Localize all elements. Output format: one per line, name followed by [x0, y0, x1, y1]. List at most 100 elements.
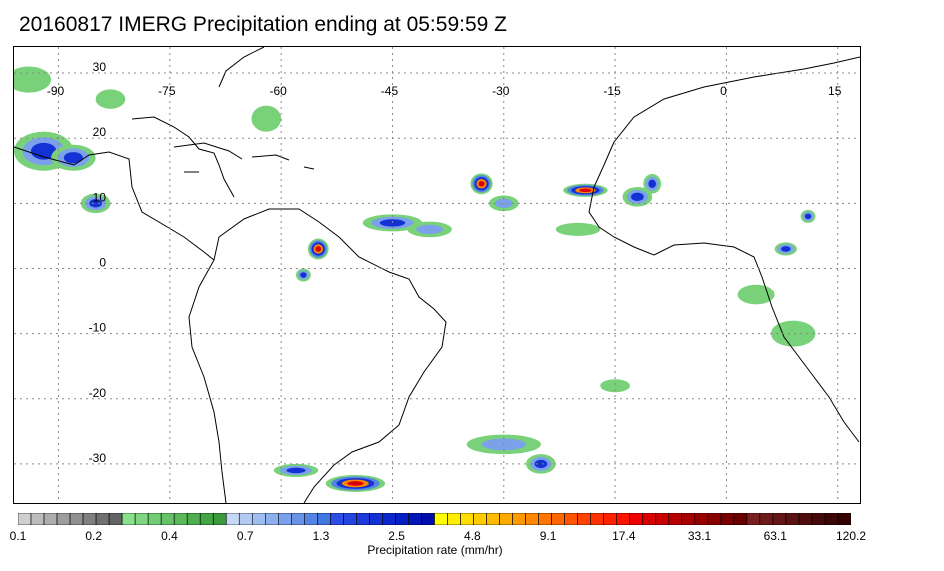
lat-tick-label: -20	[89, 386, 107, 400]
colorbar-tick-label: 2.5	[388, 529, 405, 543]
colorbar-tick-label: 4.8	[464, 529, 481, 543]
precip-ring	[555, 222, 601, 236]
colorbar-swatch	[798, 513, 813, 525]
colorbar-swatch	[733, 513, 748, 525]
colorbar-swatch	[668, 513, 683, 525]
colorbar-swatch	[434, 513, 448, 525]
colorbar-swatch	[95, 513, 110, 525]
precip-cell	[526, 454, 556, 474]
colorbar-swatch	[460, 513, 474, 525]
precip-cell	[273, 463, 319, 477]
colorbar-swatch	[212, 513, 227, 525]
colorbar-swatch	[525, 513, 539, 525]
colorbar-swatch	[577, 513, 591, 525]
colorbar-swatch	[264, 513, 279, 525]
colorbar-swatch	[251, 513, 266, 525]
coast-north-america	[14, 47, 265, 261]
precip-ring	[315, 246, 322, 252]
precip-cell	[643, 174, 662, 194]
precip-cell	[737, 284, 775, 305]
precip-ring	[30, 142, 57, 160]
precip-cell	[296, 268, 311, 282]
colorbar-swatch	[720, 513, 735, 525]
colorbar-tick-label: 0.2	[85, 529, 103, 543]
precip-cell	[774, 242, 797, 256]
precip-cell	[251, 105, 282, 132]
lat-tick-label: 0	[99, 255, 106, 269]
colorbar-swatch	[486, 513, 500, 525]
map-canvas[interactable]: -90 -75 -60 -45 -30 -15 0 15 30 20 10 0 -10 -20 -30	[14, 47, 860, 503]
colorbar-swatch	[291, 513, 305, 525]
colorbar-swatch	[655, 513, 670, 525]
precip-cell	[800, 209, 816, 223]
graticule-labels: -90 -75 -60 -45 -30 -15 0 15 30 20 10 0 -10 -20 -30	[47, 60, 842, 465]
graticule	[14, 47, 860, 503]
colorbar-swatch	[408, 513, 422, 525]
colorbar-swatch	[772, 513, 787, 525]
colorbar-tick-labels: 0.1 0.2 0.4 0.7 1.3 2.5 4.8 9.1 17.4 33.1 63.1 120.…	[0, 529, 944, 545]
coastline-layer	[14, 47, 860, 503]
colorbar-swatch	[642, 513, 657, 525]
colorbar-swatch	[82, 513, 97, 525]
lon-tick-label: -75	[158, 84, 176, 98]
lon-tick-label: 0	[720, 84, 727, 98]
precip-ring	[95, 89, 126, 109]
colorbar-swatch	[707, 513, 722, 525]
lat-tick-label: 10	[93, 190, 107, 204]
colorbar-swatch	[43, 513, 58, 525]
precip-ring	[251, 105, 282, 132]
precip-cell	[600, 379, 630, 393]
colorbar-swatch	[317, 513, 331, 525]
colorbar-swatch	[785, 513, 800, 525]
precip-cell	[95, 89, 126, 109]
colorbar-swatch	[304, 513, 318, 525]
precip-ring	[579, 188, 592, 193]
colorbar-tick-label: 33.1	[687, 529, 712, 543]
precip-ring	[737, 284, 775, 305]
lat-tick-label: 20	[93, 125, 107, 139]
colorbar-swatch	[564, 513, 578, 525]
colorbar-swatch	[512, 513, 526, 525]
coast-caribbean	[173, 142, 315, 173]
colorbar-swatch	[681, 513, 696, 525]
colorbar-swatch	[759, 513, 774, 525]
colorbar-swatch	[447, 513, 461, 525]
colorbar-swatches	[18, 513, 851, 525]
precip-cell	[470, 173, 493, 195]
lat-tick-label: 30	[93, 60, 107, 74]
precip-cell	[407, 221, 452, 238]
colorbar-tick-label: 0.4	[161, 529, 178, 543]
precip-ring	[770, 320, 816, 347]
lon-tick-label: -90	[47, 84, 65, 98]
lon-tick-label: -15	[603, 84, 621, 98]
precipitation-map[interactable]: -90 -75 -60 -45 -30 -15 0 15 30 20 10 0 -10 -20 -30	[13, 46, 861, 504]
precip-ring	[63, 152, 83, 164]
colorbar-swatch	[616, 513, 631, 525]
colorbar-swatch	[18, 513, 32, 525]
precip-cell	[51, 144, 96, 171]
colorbar-swatch	[56, 513, 71, 525]
colorbar-swatch	[551, 513, 565, 525]
lat-tick-label: -10	[89, 321, 107, 335]
precip-ring	[648, 179, 657, 188]
lon-tick-label: -30	[492, 84, 510, 98]
colorbar-swatch	[629, 513, 644, 525]
colorbar-swatch	[824, 513, 839, 525]
lon-tick-label: 15	[828, 84, 842, 98]
colorbar-swatch	[121, 513, 136, 525]
colorbar-swatch	[694, 513, 709, 525]
precip-ring	[89, 199, 102, 208]
coast-south-america	[188, 208, 447, 503]
precip-ring	[534, 459, 548, 469]
colorbar-tick-label: 1.3	[312, 529, 330, 543]
precipitation-layer	[14, 66, 816, 492]
precip-ring	[600, 379, 630, 393]
precip-ring	[478, 180, 485, 187]
colorbar-swatch	[343, 513, 357, 525]
lon-tick-label: -45	[381, 84, 399, 98]
colorbar-swatch	[69, 513, 84, 525]
colorbar-tick-label: 0.7	[236, 529, 254, 543]
colorbar-swatch	[837, 513, 851, 525]
colorbar-swatch	[473, 513, 487, 525]
colorbar-swatch	[603, 513, 618, 525]
